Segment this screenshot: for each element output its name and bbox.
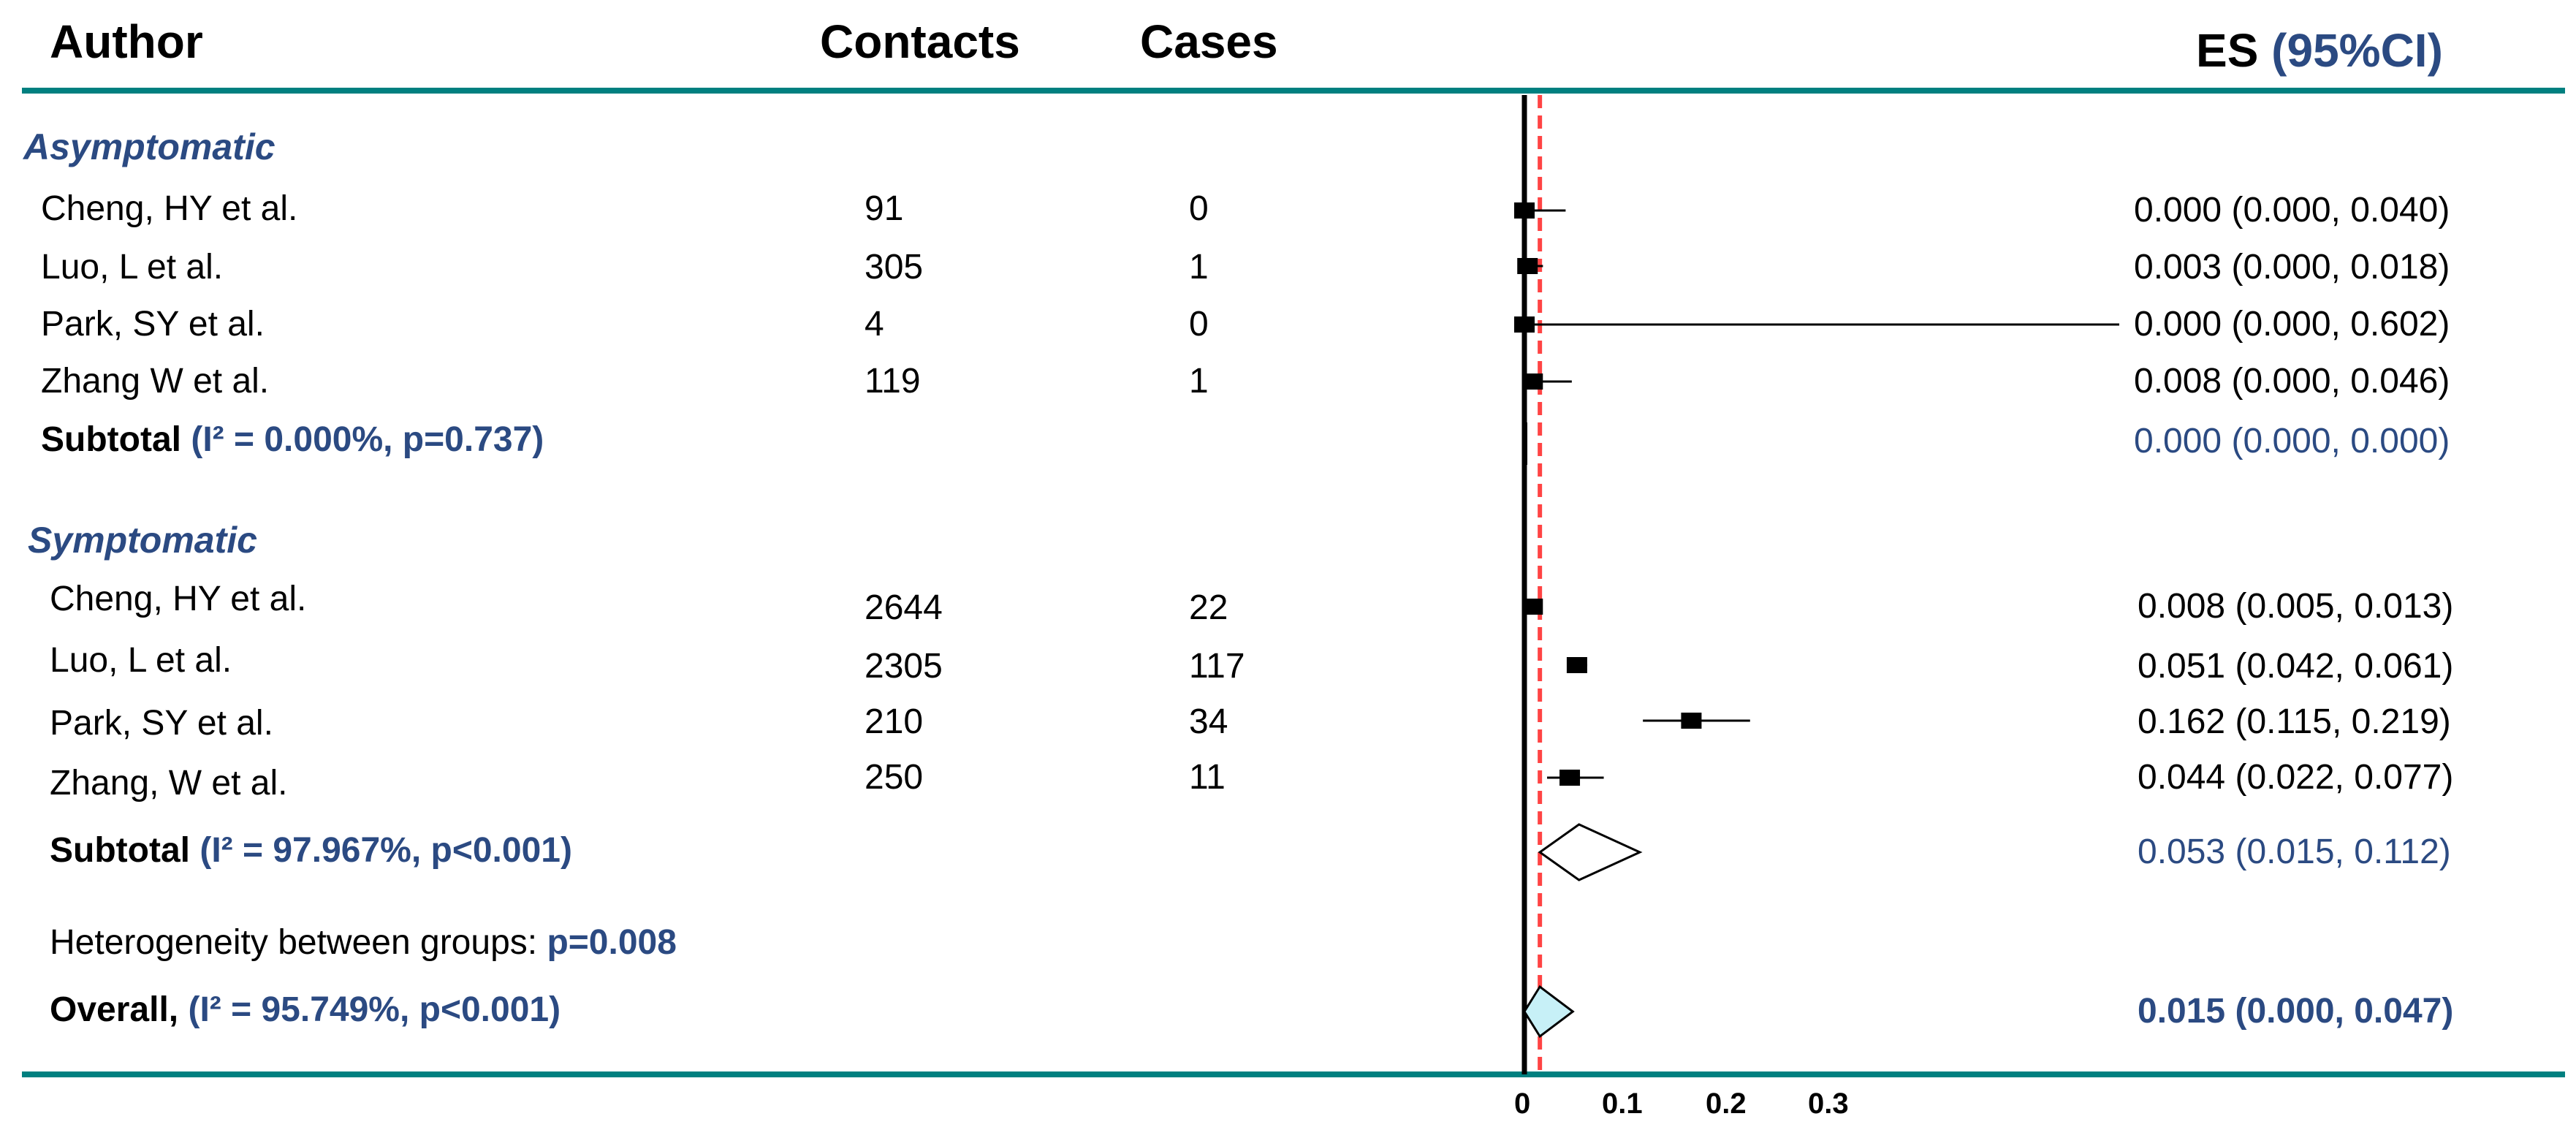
point-estimate-marker [1517,258,1538,274]
study-author: Cheng, HY et al. [41,189,298,228]
study-cases: 1 [1189,248,1209,287]
subtotal-diamond [1538,823,1643,881]
study-es: 0.000 (0.000, 0.602) [2134,305,2450,344]
study-contacts: 119 [865,362,921,401]
overall-stat: (I² = 95.749%, p<0.001) [188,990,561,1029]
study-author: Luo, L et al. [41,248,224,287]
point-estimate-marker [1681,713,1702,729]
study-contacts: 250 [865,758,924,797]
subtotal-text: Subtotal [50,831,190,870]
study-es: 0.162 (0.115, 0.219) [2138,702,2451,741]
chart-marks [1514,202,2119,1039]
heterogeneity-p: p=0.008 [547,923,677,962]
x-tick-label: 0 [1514,1088,1531,1120]
point-estimate-marker [1522,599,1543,615]
study-author: Zhang W et al. [41,362,270,401]
cases-header: Cases [1140,15,1278,68]
es-header-label: ES [2196,24,2259,77]
point-estimate-marker [1514,316,1535,333]
point-estimate-marker [1514,202,1535,219]
study-cases: 34 [1189,702,1228,741]
point-estimate-marker [1559,770,1581,786]
study-es: 0.008 (0.005, 0.013) [2138,587,2454,626]
study-cases: 0 [1189,189,1209,228]
group-label-symptomatic: Symptomatic [28,520,257,561]
point-estimate-marker [1566,657,1587,673]
group-label-asymptomatic: Asymptomatic [23,126,276,167]
subtotal-label: Subtotal (I² = 97.967%, p<0.001) [50,830,572,870]
es-header-ci: (95%CI) [2271,24,2443,77]
study-author: Park, SY et al. [41,305,265,344]
study-author: Cheng, HY et al. [50,580,307,618]
heterogeneity-label: Heterogeneity between groups: [50,923,538,962]
study-es: 0.051 (0.042, 0.061) [2138,647,2454,686]
study-cases: 0 [1189,305,1209,344]
study-contacts: 305 [865,248,924,287]
x-tick-label: 0.2 [1706,1088,1747,1120]
study-es: 0.000 (0.000, 0.040) [2134,191,2450,230]
overall-diamond [1523,985,1575,1039]
x-tick-label: 0.1 [1602,1088,1643,1120]
study-cases: 11 [1189,758,1226,797]
study-author: Zhang, W et al. [50,764,288,803]
study-author: Park, SY et al. [50,704,273,743]
overall-text: Overall, [50,990,179,1029]
subtotal-text: Subtotal [41,420,181,459]
subtotal-es: 0.053 (0.015, 0.112) [2138,832,2451,871]
subtotal-marker [1522,422,1527,465]
study-cases: 22 [1189,588,1228,627]
subtotal-stat: (I² = 0.000%, p=0.737) [191,420,544,459]
point-estimate-marker [1522,373,1543,390]
subtotal-label: Subtotal (I² = 0.000%, p=0.737) [41,420,544,460]
study-contacts: 91 [865,189,904,228]
study-contacts: 210 [865,702,924,741]
overall-label: Overall, (I² = 95.749%, p<0.001) [50,990,561,1030]
study-es: 0.008 (0.000, 0.046) [2134,362,2450,401]
subtotal-es: 0.000 (0.000, 0.000) [2134,422,2450,460]
subtotal-stat: (I² = 97.967%, p<0.001) [200,831,572,870]
es-header: ES (95%CI) [2196,23,2443,77]
contacts-header: Contacts [820,15,1020,68]
heterogeneity-row: Heterogeneity between groups: p=0.008 [50,922,677,963]
study-cases: 1 [1189,362,1209,401]
study-contacts: 2305 [865,647,943,686]
study-es: 0.044 (0.022, 0.077) [2138,758,2454,797]
study-author: Luo, L et al. [50,641,232,680]
study-contacts: 2644 [865,588,943,627]
x-tick-label: 0.3 [1808,1088,1849,1120]
overall-es: 0.015 (0.000, 0.047) [2138,992,2454,1031]
study-contacts: 4 [865,305,884,344]
study-cases: 117 [1189,647,1245,686]
study-es: 0.003 (0.000, 0.018) [2134,248,2450,287]
author-header: Author [50,15,203,68]
